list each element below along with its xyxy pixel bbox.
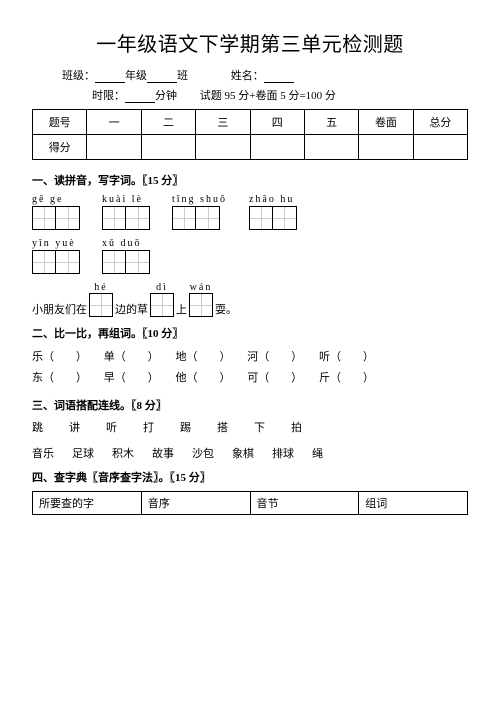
score-cell	[250, 135, 304, 160]
zuci-char: 斤	[319, 372, 330, 384]
pinyin-text: xǔ duō	[102, 238, 142, 249]
dict-th: 所要查的字	[33, 491, 142, 514]
class-info-line: 班级： 年级 班 姓名：	[32, 67, 468, 83]
th-5: 五	[304, 110, 358, 135]
pinyin-text: wán	[190, 282, 213, 293]
th-1: 一	[87, 110, 141, 135]
pinyin-item: zhāo hu	[249, 194, 297, 230]
pinyin-text: dì	[156, 282, 168, 293]
sentence-suffix: 耍。	[215, 301, 237, 317]
lx-item: 拍	[291, 419, 302, 435]
time-suffix: 分钟	[155, 90, 177, 102]
row-score-label: 得分	[33, 135, 87, 160]
q2-row2: 东（ ） 早（ ） 他（ ） 可（ ） 斤（ ）	[32, 368, 468, 389]
grade-suffix: 年级	[125, 70, 147, 82]
time-label: 时限：	[92, 90, 125, 102]
th-total: 总分	[413, 110, 467, 135]
q3-bottom-row: 音乐 足球 积木 故事 沙包 象棋 排球 绳	[32, 445, 468, 461]
pinyin-text: tīng shuō	[172, 194, 227, 205]
score-desc: 试题 95 分+卷面 5 分=100 分	[200, 90, 336, 102]
pinyin-item: tīng shuō	[172, 194, 227, 230]
name-label: 姓名：	[231, 70, 264, 82]
time-info-line: 时限： 分钟 试题 95 分+卷面 5 分=100 分	[32, 87, 468, 103]
zuci-char: 地	[176, 351, 187, 363]
th-4: 四	[250, 110, 304, 135]
pinyin-item: gē ge	[32, 194, 80, 230]
zuci-char: 乐	[32, 351, 43, 363]
th-2: 二	[141, 110, 195, 135]
zuci-char: 单	[104, 351, 115, 363]
pinyin-item: xǔ duō	[102, 238, 150, 274]
q4-title: 四、查字典〖音序查字法〗。〖15 分〗	[32, 469, 468, 485]
pinyin-text: hé	[94, 282, 107, 293]
score-cell	[304, 135, 358, 160]
dict-th: 音序	[141, 491, 250, 514]
lx-item: 踢	[180, 419, 191, 435]
q1-row2: yīn yuè xǔ duō	[32, 238, 468, 274]
q2-row1: 乐（ ） 单（ ） 地（ ） 河（ ） 听（ ）	[32, 347, 468, 368]
lx-item: 听	[106, 419, 117, 435]
pinyin-item: yīn yuè	[32, 238, 80, 274]
dict-th: 音节	[250, 491, 359, 514]
th-3: 三	[196, 110, 250, 135]
lx-item: 跳	[32, 419, 43, 435]
sentence-mid2: 上	[176, 301, 187, 317]
lx-item: 打	[143, 419, 154, 435]
score-cell	[413, 135, 467, 160]
pinyin-text: gē ge	[32, 194, 63, 205]
q1-title: 一、读拼音，写字词。〖15 分〗	[32, 172, 468, 188]
sentence-mid1: 边的草	[115, 301, 148, 317]
page-title: 一年级语文下学期第三单元检测题	[32, 28, 468, 57]
pinyin-item: kuài lè	[102, 194, 150, 230]
lx-item: 讲	[69, 419, 80, 435]
q1-sentence: 小朋友们在 hé 边的草 dì 上 wán 耍。	[32, 282, 468, 317]
lx-item: 下	[254, 419, 265, 435]
th-num: 题号	[33, 110, 87, 135]
zuci-char: 早	[104, 372, 115, 384]
pinyin-text: zhāo hu	[249, 194, 294, 205]
score-table: 题号 一 二 三 四 五 卷面 总分 得分	[32, 109, 468, 160]
zuci-char: 听	[319, 351, 330, 363]
pinyin-text: kuài lè	[102, 194, 143, 205]
zuci-char: 他	[176, 372, 187, 384]
sentence-prefix: 小朋友们在	[32, 301, 87, 317]
zuci-char: 可	[247, 372, 258, 384]
q1-row1: gē ge kuài lè tīng shuō zhāo hu	[32, 194, 468, 230]
lx-item: 足球	[72, 445, 94, 461]
pinyin-text: yīn yuè	[32, 238, 76, 249]
q3-top-row: 跳 讲 听 打 踢 搭 下 拍	[32, 419, 468, 435]
score-cell	[196, 135, 250, 160]
lx-item: 音乐	[32, 445, 54, 461]
lx-item: 绳	[312, 445, 323, 461]
score-cell	[141, 135, 195, 160]
lx-item: 象棋	[232, 445, 254, 461]
lx-item: 沙包	[192, 445, 214, 461]
th-paper: 卷面	[359, 110, 413, 135]
q2-title: 二、比一比，再组词。〖10 分〗	[32, 325, 468, 341]
class-label: 班级：	[62, 70, 95, 82]
dict-th: 组词	[359, 491, 468, 514]
zuci-char: 东	[32, 372, 43, 384]
score-cell	[87, 135, 141, 160]
lx-item: 排球	[272, 445, 294, 461]
q3-title: 三、词语搭配连线。〖8 分〗	[32, 397, 468, 413]
lx-item: 搭	[217, 419, 228, 435]
dict-table: 所要查的字 音序 音节 组词	[32, 491, 468, 515]
zuci-char: 河	[247, 351, 258, 363]
lx-item: 故事	[152, 445, 174, 461]
lx-item: 积木	[112, 445, 134, 461]
class-suffix: 班	[177, 70, 188, 82]
score-cell	[359, 135, 413, 160]
